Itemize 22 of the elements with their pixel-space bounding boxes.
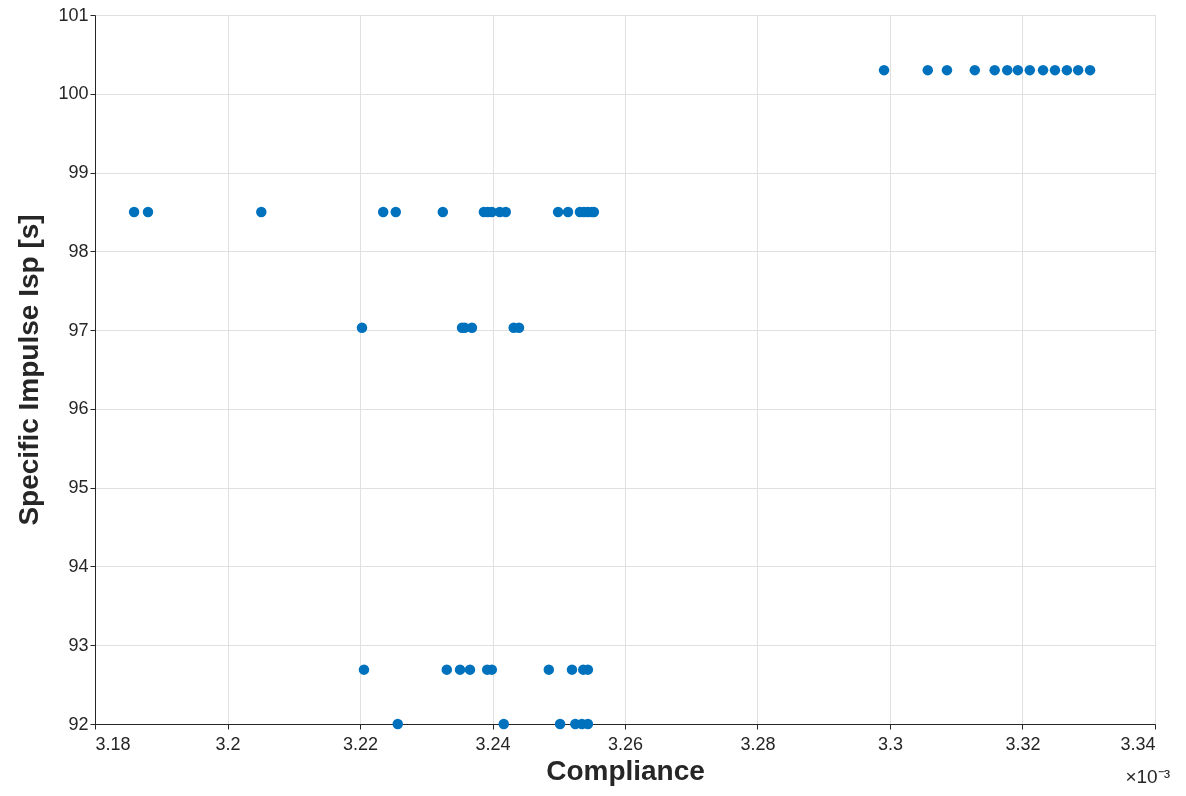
y-tick-label: 92 <box>68 713 89 734</box>
y-tick-label: 95 <box>68 477 89 498</box>
x-tick-label: 3.18 <box>95 733 131 754</box>
y-tick-label: 96 <box>68 398 89 419</box>
text: ×10⁻³ <box>1125 766 1170 787</box>
y-tick-label: 94 <box>68 555 89 576</box>
y-tick-label: 98 <box>68 240 89 261</box>
y-tick-label: 101 <box>58 4 89 25</box>
y-tick-label: 100 <box>58 83 89 104</box>
x-axis-title: Compliance <box>546 754 705 786</box>
x-tick-label: 3.2 <box>215 733 241 754</box>
y-axis-title: Specific Impulse Isp [s] <box>13 214 45 526</box>
x-tick-label: 3.34 <box>1120 733 1156 754</box>
x-tick-label: 3.32 <box>1005 733 1041 754</box>
x-tick-label: 3.3 <box>877 733 904 754</box>
x-tick-label: 3.26 <box>607 733 644 754</box>
y-tick-label: 93 <box>68 634 89 655</box>
y-tick-label: 99 <box>68 162 89 183</box>
x-tick-label: 3.24 <box>475 733 511 754</box>
x-tick-label: 3.28 <box>740 733 776 754</box>
y-tick-label: 97 <box>68 319 89 340</box>
x-tick-label: 3.22 <box>342 733 379 754</box>
